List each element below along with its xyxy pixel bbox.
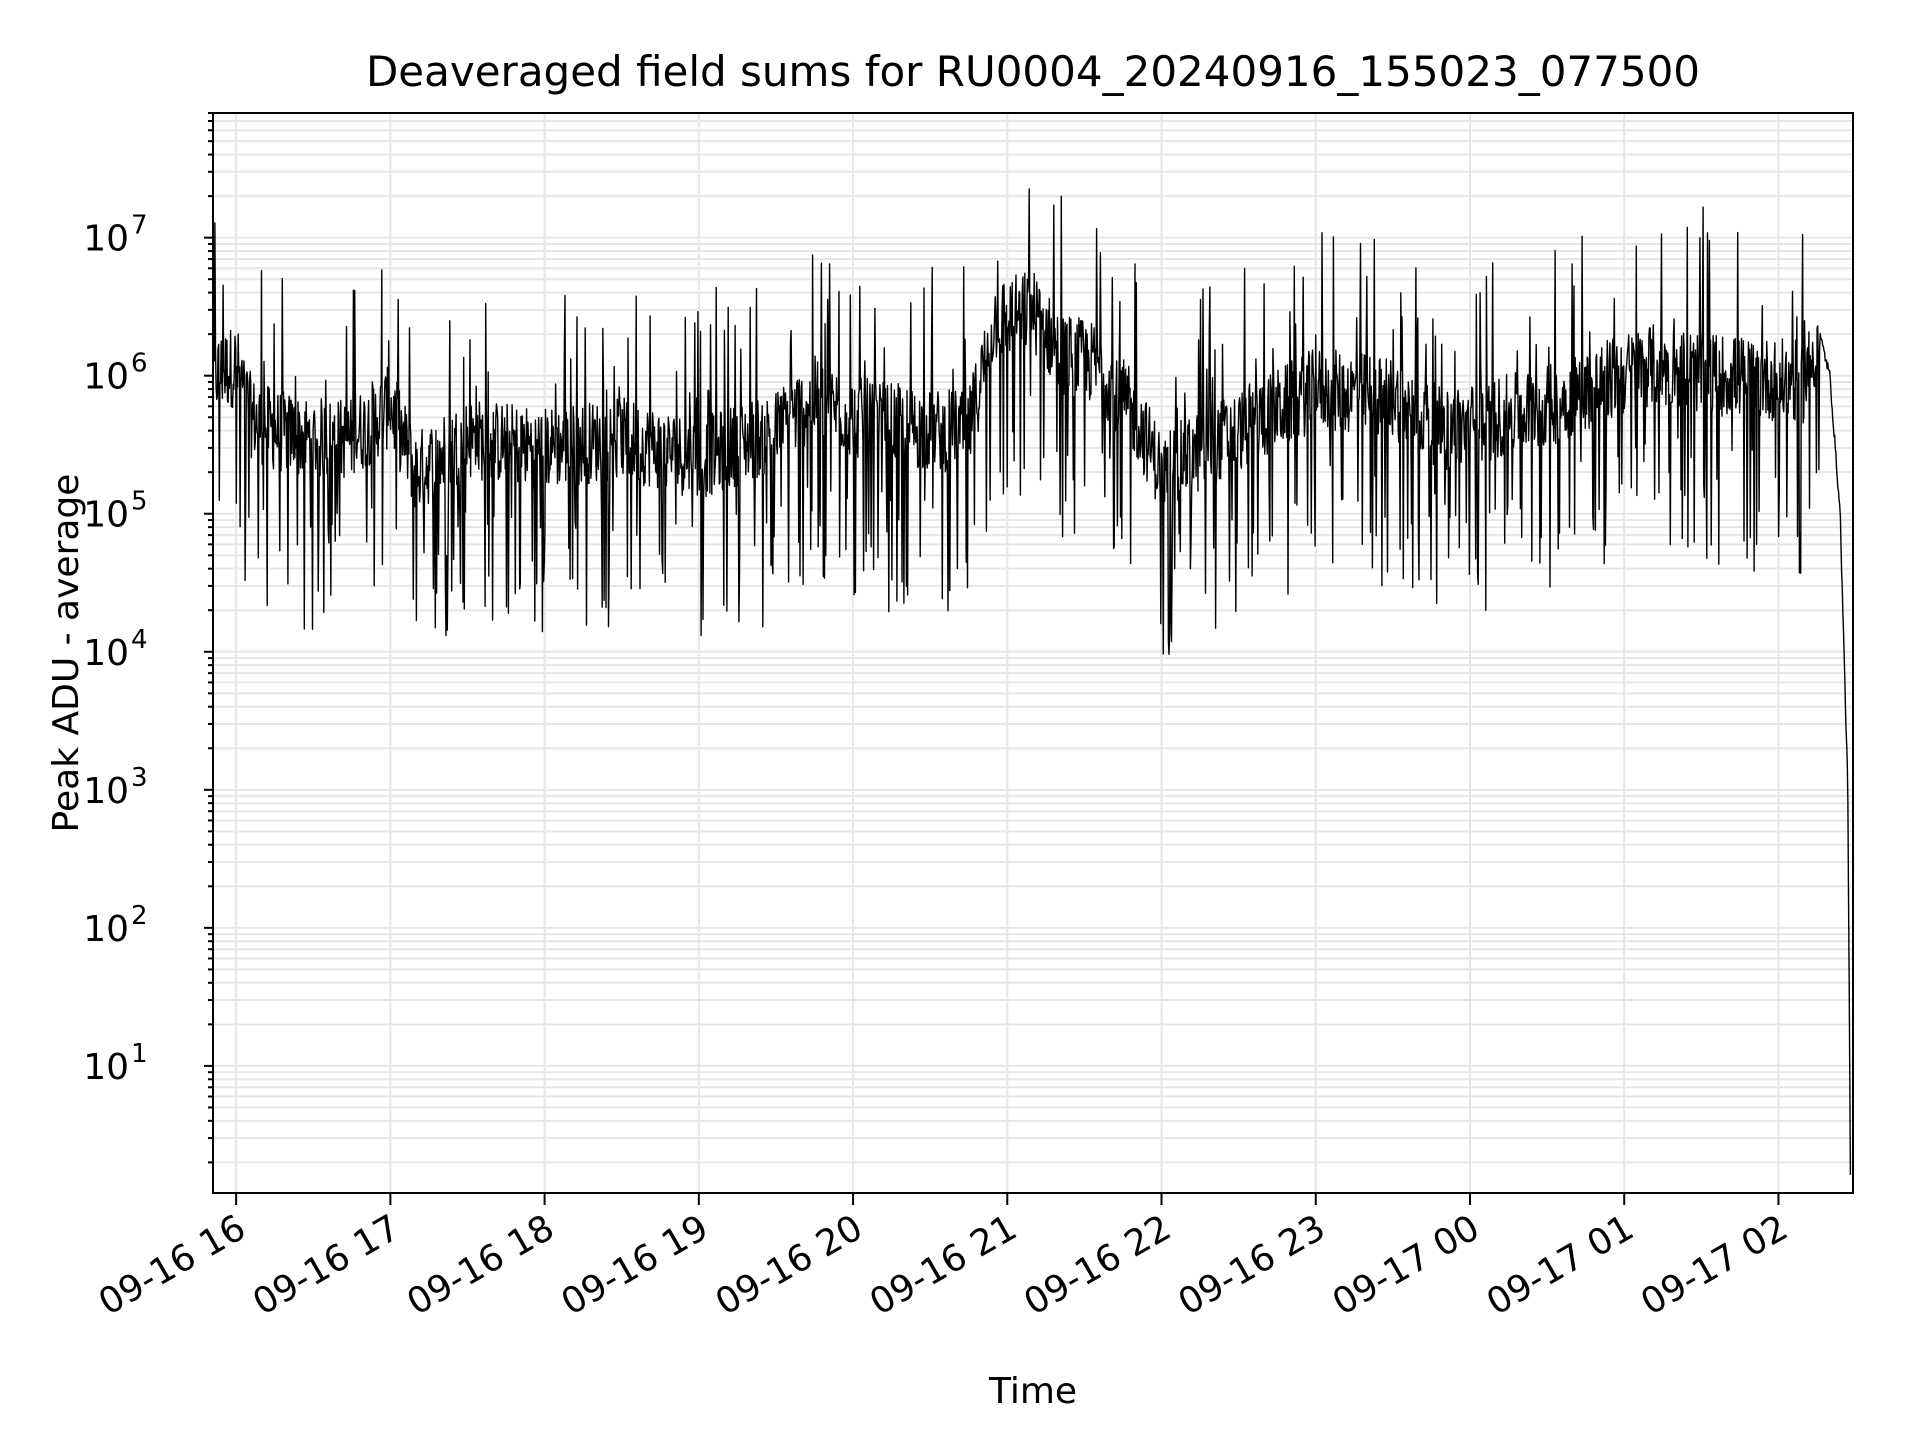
y-tick-base: 10: [83, 357, 129, 398]
y-tick-base: 10: [83, 771, 129, 812]
plot-area-background: [213, 113, 1853, 1193]
y-tick-base: 10: [83, 633, 129, 674]
y-tick-label: 10: [83, 771, 129, 812]
y-tick-label: 10: [83, 1047, 129, 1088]
y-tick-exponent: 2: [131, 901, 148, 931]
x-axis-label: Time: [988, 1371, 1077, 1412]
y-tick-exponent: 3: [131, 763, 148, 793]
y-tick-exponent: 6: [131, 349, 148, 379]
y-tick-base: 10: [83, 909, 129, 950]
y-tick-base: 10: [83, 495, 129, 536]
y-tick-exponent: 5: [131, 487, 148, 517]
y-tick-exponent: 1: [131, 1039, 148, 1069]
y-tick-label: 10: [83, 633, 129, 674]
chart-title: Deaveraged field sums for RU0004_2024091…: [366, 47, 1700, 96]
y-tick-base: 10: [83, 1047, 129, 1088]
y-tick-label: 10: [83, 219, 129, 260]
y-axis-label: Peak ADU - average: [46, 474, 87, 833]
y-tick-label: 10: [83, 357, 129, 398]
y-tick-label: 10: [83, 495, 129, 536]
series-line: [213, 188, 1852, 1175]
y-tick-label: 10: [83, 909, 129, 950]
plot-frame: [212, 112, 1854, 1194]
y-tick-exponent: 4: [131, 625, 148, 655]
gridlines: [213, 112, 1853, 1193]
y-tick-base: 10: [83, 219, 129, 260]
series-layer: [213, 188, 1852, 1175]
y-tick-exponent: 7: [131, 211, 148, 241]
